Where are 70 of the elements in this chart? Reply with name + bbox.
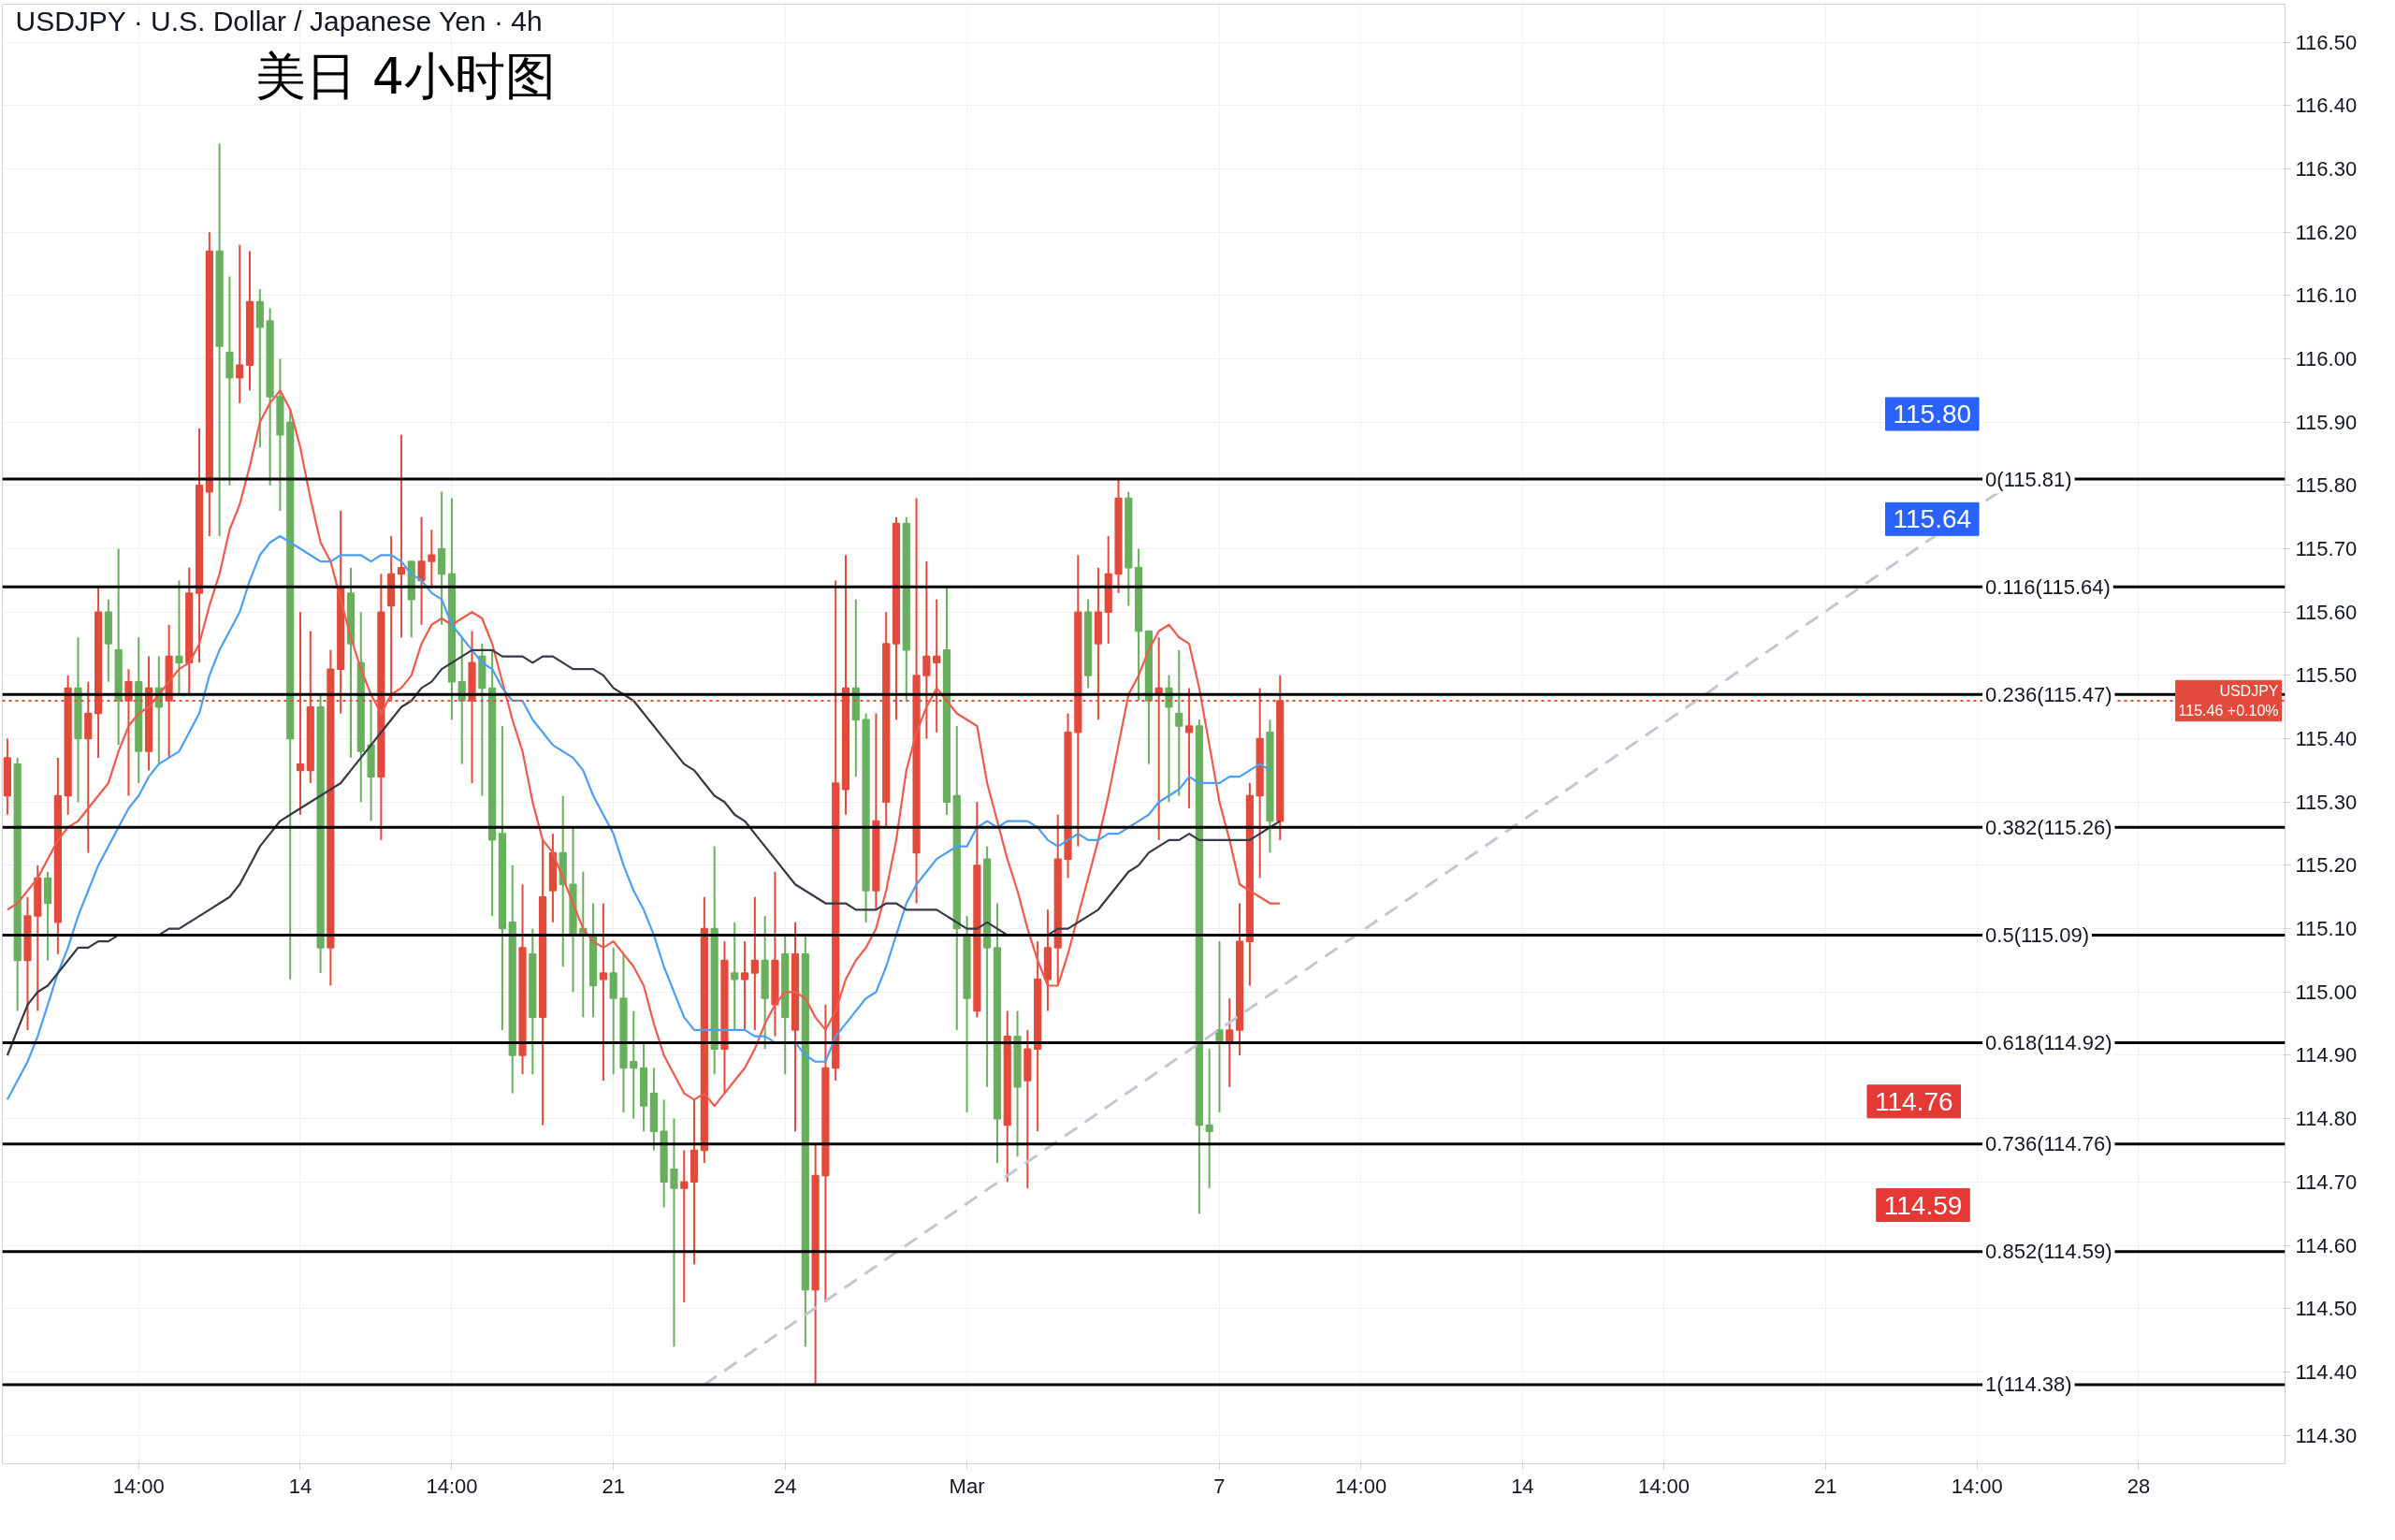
y-tick-label: 115.00 <box>2295 980 2358 1004</box>
ref-line-label: 0.236(115.47) <box>1985 682 2112 706</box>
line-series <box>6 534 1271 1101</box>
y-tick-label: 116.10 <box>2295 283 2358 308</box>
annotation: 115.64 <box>1893 504 1972 534</box>
y-tick-label: 114.30 <box>2295 1423 2358 1447</box>
y-tick-label: 114.60 <box>2295 1233 2358 1257</box>
ref-line-label: 1(114.38) <box>1985 1373 2072 1397</box>
candlestick <box>670 1117 678 1348</box>
ref-line-label: 0(115.81) <box>1985 467 2072 491</box>
candlestick <box>428 529 436 588</box>
y-tick-label: 114.70 <box>2295 1170 2358 1194</box>
x-tick-label: 14:00 <box>112 1474 165 1498</box>
candlestick <box>175 579 183 696</box>
candlestick <box>1175 648 1183 797</box>
candlestick <box>225 275 234 487</box>
y-tick-label: 115.40 <box>2295 727 2358 751</box>
line-series <box>6 648 1282 1057</box>
y-tick-label: 114.80 <box>2295 1107 2358 1131</box>
candlestick <box>731 921 739 1031</box>
y-tick-label: 114.90 <box>2295 1043 2358 1068</box>
ref-line-label: 0.852(114.59) <box>1985 1240 2112 1264</box>
chart-title: USDJPY · U.S. Dollar / Japanese Yen · 4h <box>15 5 543 36</box>
y-tick-label: 115.90 <box>2295 410 2358 434</box>
ref-line-label: 0.382(115.26) <box>1985 815 2112 839</box>
x-tick-label: 7 <box>1213 1474 1226 1498</box>
candlestick <box>236 243 244 404</box>
y-tick-label: 116.40 <box>2295 94 2358 118</box>
y-tick-label: 116.20 <box>2295 220 2358 244</box>
x-tick-label: 14:00 <box>426 1474 478 1498</box>
candlestick <box>680 1149 689 1303</box>
y-tick-label: 115.70 <box>2295 537 2358 561</box>
candlestick <box>397 433 406 639</box>
x-tick-label: 14 <box>288 1474 312 1498</box>
x-tick-label: 21 <box>602 1474 625 1498</box>
x-tick-label: 24 <box>773 1474 797 1498</box>
y-tick-label: 115.10 <box>2295 917 2358 941</box>
x-tick-label: 14:00 <box>1335 1474 1387 1498</box>
x-tick-label: 14:00 <box>1637 1474 1691 1498</box>
annotation: 115.80 <box>1893 400 1972 429</box>
ref-line-label: 0.5(115.09) <box>1985 923 2090 947</box>
y-tick-label: 116.00 <box>2295 347 2358 370</box>
candlestick <box>740 940 749 1031</box>
candlestick <box>630 1010 638 1120</box>
x-tick-label: 14:00 <box>1951 1474 2003 1498</box>
x-tick-label: 28 <box>2126 1474 2151 1498</box>
y-tick-label: 115.80 <box>2295 473 2358 498</box>
x-tick-label: 14 <box>1511 1474 1534 1498</box>
candlestick <box>1205 1048 1213 1190</box>
candlestick <box>417 516 426 626</box>
y-tick-label: 115.60 <box>2295 600 2358 624</box>
ref-line-label: 0.736(114.76) <box>1985 1132 2112 1156</box>
y-tick-label: 114.50 <box>2295 1297 2358 1321</box>
candlestick <box>599 902 607 1082</box>
candlestick <box>750 895 759 1031</box>
x-tick-label: Mar <box>949 1474 985 1498</box>
line-series <box>6 389 1282 1108</box>
y-tick-label: 116.30 <box>2295 156 2358 181</box>
y-tick-label: 115.20 <box>2295 853 2358 878</box>
ref-line-label: 0.618(114.92) <box>1985 1030 2112 1054</box>
ref-line-label: USDJPY 115.46 +0.10% <box>2178 683 2279 719</box>
y-tick-label: 115.30 <box>2295 790 2358 814</box>
y-tick-label: 116.50 <box>2295 30 2358 54</box>
text: 美日 4小时图 <box>254 46 557 106</box>
y-tick-label: 115.50 <box>2295 663 2358 688</box>
ref-line-label: 0.116(115.64) <box>1985 574 2111 599</box>
annotation: 114.59 <box>1883 1190 1963 1220</box>
y-tick-label: 114.40 <box>2295 1359 2358 1384</box>
x-tick-label: 21 <box>1814 1474 1837 1498</box>
annotation: 114.76 <box>1874 1086 1953 1116</box>
